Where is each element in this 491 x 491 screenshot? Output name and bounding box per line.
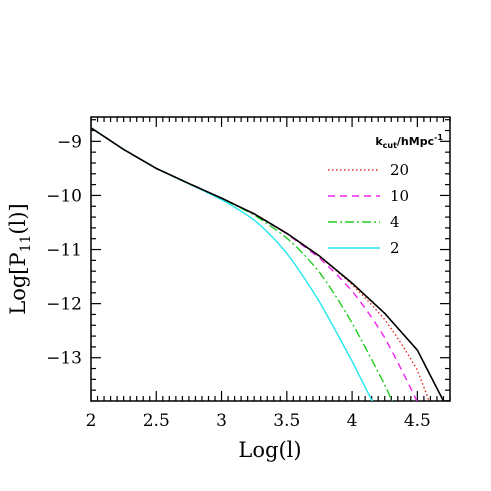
x-tick-label: 4.5 [404,411,431,431]
legend-title-tail: /hMpc [397,135,434,148]
y-axis-title-sub: 11 [18,235,34,253]
y-tick-label: −13 [46,349,82,369]
x-tick-labels: 2 2.5 3 3.5 4 4.5 [86,411,431,431]
y-tick-label: −10 [46,186,82,206]
legend: 20 10 4 2 [328,161,409,257]
base-curve-line [91,127,450,401]
y-tick-labels: −9 −10 −11 −12 −13 [46,132,82,368]
curves [91,127,450,401]
y-tick-label: −9 [57,132,82,152]
series-line-10 [91,127,418,401]
legend-label-2: 2 [390,239,400,257]
x-tick-label: 2.5 [143,411,170,431]
y-tick-label: −11 [46,241,82,261]
series-line-4 [91,127,393,401]
x-tick-label: 2 [86,411,97,431]
x-tick-label: 4 [347,411,358,431]
plot-frame [90,116,451,402]
y-tick-label: −12 [46,295,82,315]
x-tick-label: 3 [216,411,227,431]
x-tick-label: 3.5 [273,411,300,431]
tick-marks [90,117,451,402]
series-line-20 [91,127,430,401]
legend-title-sub: cut [383,141,397,150]
series-line-2 [91,127,373,401]
legend-title-sup: -1 [434,133,443,142]
x-axis-title: Log(l) [238,438,301,462]
legend-label-10: 10 [390,187,409,205]
legend-label-20: 20 [390,161,409,179]
y-axis-title-tail: (l)] [6,203,30,234]
legend-title: kcut/hMpc-1 [375,133,443,150]
legend-title-main: k [375,135,383,148]
legend-label-4: 4 [390,213,400,231]
y-axis-title-main: Log[P [6,252,30,314]
y-axis-title: Log[P11(l)] [6,203,34,314]
